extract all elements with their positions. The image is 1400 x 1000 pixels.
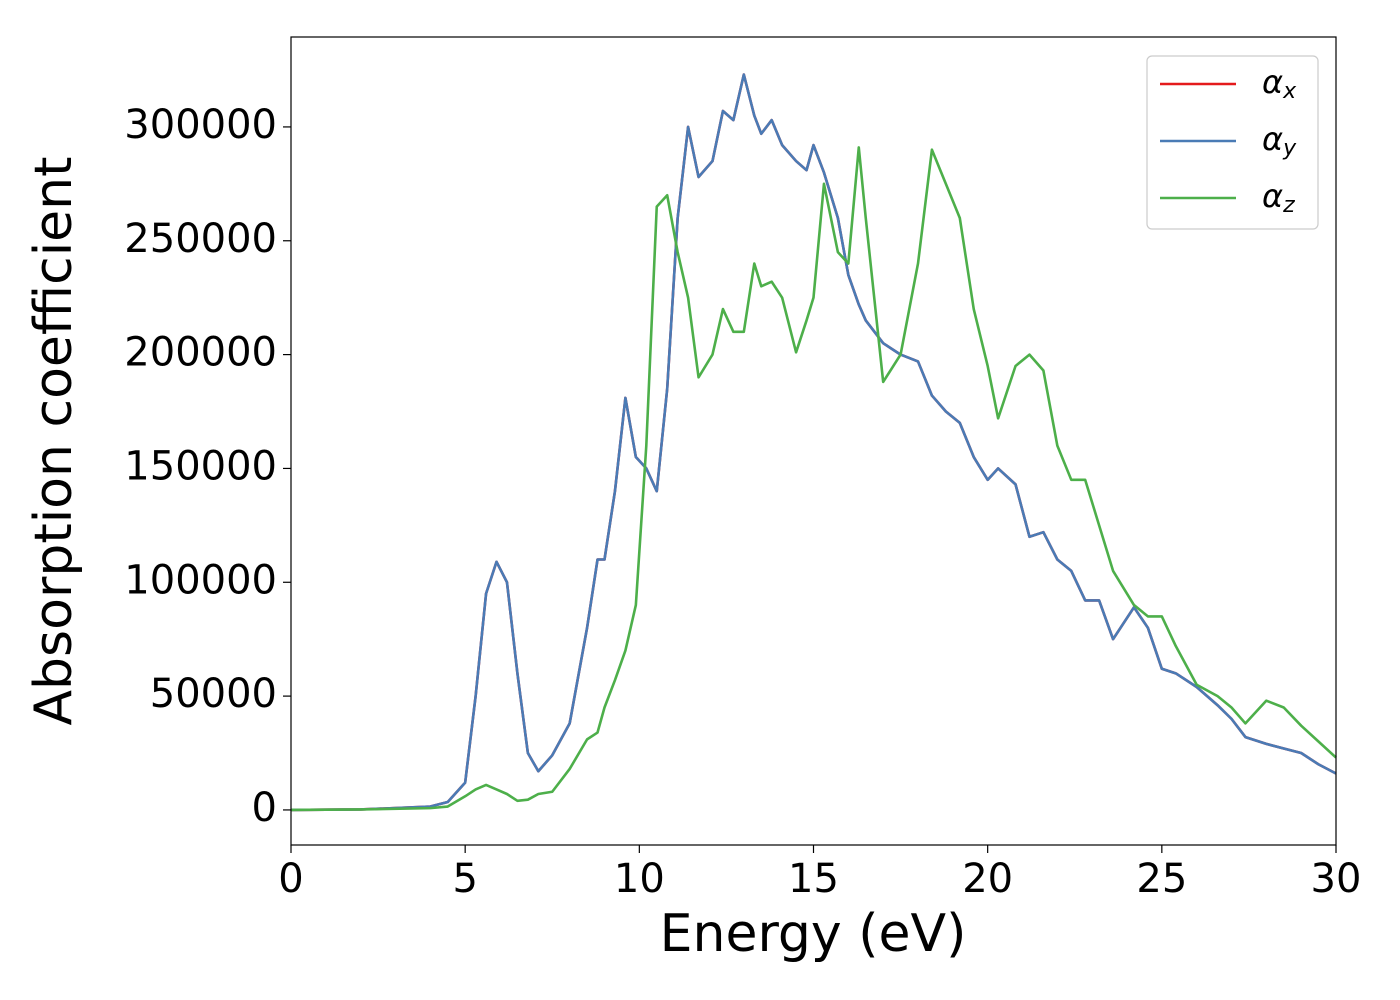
y-axis-label: Absorption coefficient [24, 156, 84, 725]
y-tick-label: 50000 [150, 671, 277, 717]
x-tick-label: 25 [1136, 856, 1187, 902]
x-tick-label: 15 [788, 856, 839, 902]
y-tick-label: 0 [252, 785, 277, 831]
x-axis-label: Energy (eV) [660, 904, 967, 964]
y-tick-label: 150000 [124, 443, 277, 489]
y-tick-label: 100000 [124, 557, 277, 603]
x-tick-label: 10 [614, 856, 665, 902]
x-tick-label: 30 [1311, 856, 1362, 902]
series-line [290, 146, 1337, 812]
x-tick-label: 5 [452, 856, 477, 902]
plot-frame [290, 36, 1337, 846]
legend-label: αz [1262, 177, 1295, 218]
legend-label: αy [1262, 120, 1297, 161]
series-line [290, 73, 1337, 812]
y-tick-label: 250000 [124, 216, 277, 262]
y-tick-label: 300000 [124, 102, 277, 148]
x-tick-label: 0 [278, 856, 303, 902]
legend-label: αx [1262, 63, 1297, 104]
legend-box [1146, 55, 1319, 230]
x-tick-label: 20 [962, 856, 1013, 902]
y-tick-label: 200000 [124, 330, 277, 376]
